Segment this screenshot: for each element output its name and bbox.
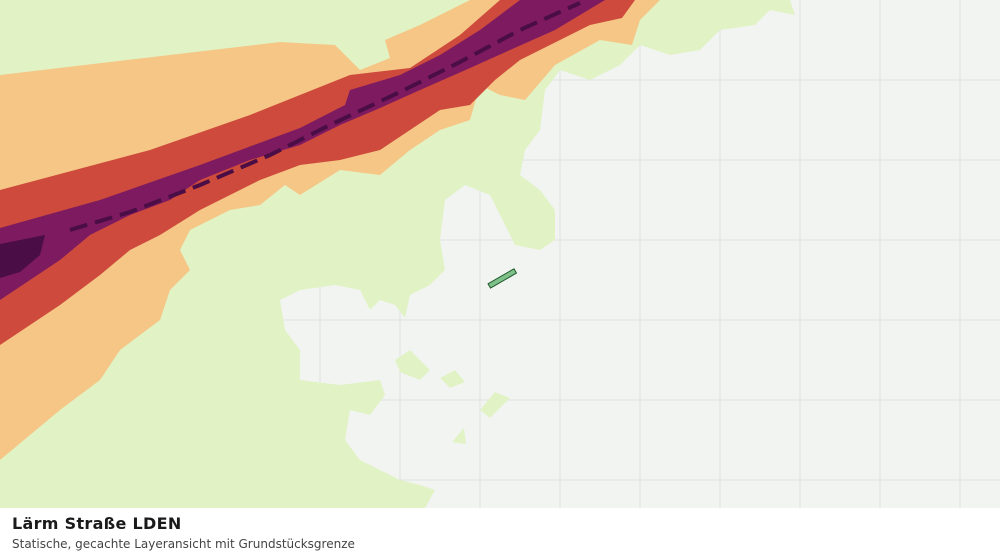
noise-zone-red <box>0 0 635 345</box>
layer-title: Lärm Straße LDEN <box>12 514 182 533</box>
green-island <box>395 350 430 380</box>
noise-zone-dark <box>0 235 45 278</box>
green-island <box>292 244 310 266</box>
legend-panel: Lärm Straße LDEN Statische, gecachte Lay… <box>0 508 1000 560</box>
green-island <box>440 370 465 388</box>
map <box>0 0 1000 508</box>
parcel-marker <box>487 268 518 289</box>
layer-subtitle: Statische, gecachte Layeransicht mit Gru… <box>12 537 355 551</box>
green-island <box>480 392 510 418</box>
road-noise-core <box>69 1 581 232</box>
noise-zone-orange <box>0 0 660 460</box>
green-island <box>452 428 466 444</box>
noise-zone-purple <box>0 0 605 300</box>
